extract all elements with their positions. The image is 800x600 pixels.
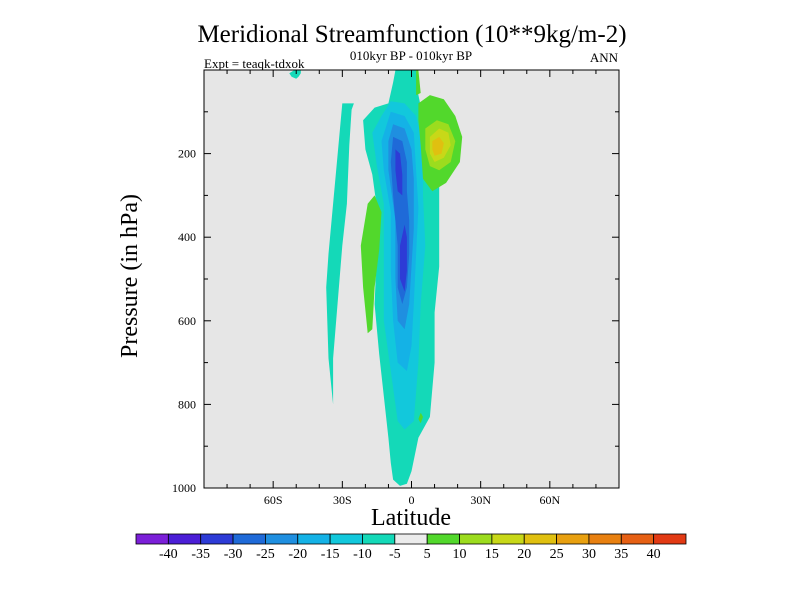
colorbar-swatch: [556, 533, 590, 545]
colorbar-label: 15: [485, 547, 499, 562]
colorbar-swatch: [167, 533, 202, 545]
y-tick-label: 200: [178, 147, 196, 161]
colorbar-label: 40: [647, 547, 661, 562]
colorbar-swatch: [394, 533, 428, 545]
colorbar-label: 30: [582, 547, 596, 562]
contour-region-0: [289, 70, 301, 79]
x-axis-ticks: 60S 30S 0 30N 60N: [203, 70, 620, 507]
colorbar-label: 25: [550, 547, 564, 562]
contour-region-14: [360, 195, 382, 334]
colorbar-label: -15: [321, 547, 340, 562]
colorbar-swatch: [297, 533, 331, 545]
colorbar-swatch: [523, 533, 557, 545]
contour-region-13: [416, 70, 421, 96]
x-tick-label: 60N: [539, 493, 560, 507]
colorbar-swatch: [200, 533, 234, 545]
colorbar-swatch: [620, 533, 655, 545]
colorbar-label: 35: [614, 547, 628, 562]
colorbar-label: -20: [288, 547, 307, 562]
colorbar-swatch: [491, 533, 525, 545]
colorbar-label: 5: [424, 547, 431, 562]
x-tick-label: 30N: [470, 493, 491, 507]
contour-layer: [289, 70, 463, 486]
colorbar-swatch: [588, 533, 622, 545]
colorbar-swatch: [265, 533, 299, 545]
y-axis-ticks: 200 400 600 800 1000: [172, 111, 619, 495]
plot-area: 60S 30S 0 30N 60N 200 400 600 800 1000: [172, 69, 620, 507]
chart-title: Meridional Streamfunction (10**9kg/m-2): [197, 21, 626, 48]
colorbar-label: -10: [353, 547, 372, 562]
y-tick-label: 800: [178, 397, 196, 411]
contour-region-12: [432, 136, 444, 156]
colorbar-label: -25: [256, 547, 275, 562]
y-tick-label: 1000: [172, 481, 196, 495]
y-tick-label: 600: [178, 314, 196, 328]
colorbar-label: 10: [453, 547, 467, 562]
chart-subtitle: 010kyr BP - 010kyr BP: [350, 48, 472, 63]
colorbar-label: 20: [517, 547, 531, 562]
colorbar-swatch: [232, 533, 266, 545]
colorbar-label: -30: [224, 547, 243, 562]
contour-region-7: [395, 149, 403, 196]
colorbar-swatch: [329, 533, 363, 545]
colorbar-label: -40: [159, 547, 178, 562]
x-tick-label: 0: [409, 493, 415, 507]
x-tick-label: 30S: [333, 493, 352, 507]
contour-region-8: [400, 224, 407, 292]
contour-region-1: [326, 103, 354, 405]
colorbar-swatch: [362, 533, 396, 545]
x-axis-label: Latitude: [371, 505, 451, 531]
colorbar-label: -5: [389, 547, 401, 562]
x-tick-label: 60S: [264, 493, 283, 507]
colorbar: -40 -35 -30 -25 -20 -15 -10 -5 5 10 15 20 25 30 35 40: [135, 533, 687, 562]
expt-label: Expt = teaqk-tdxok: [204, 56, 305, 71]
colorbar-swatch: [653, 533, 687, 545]
colorbar-swatch: [135, 533, 169, 545]
y-tick-label: 400: [178, 230, 196, 244]
colorbar-label: -35: [191, 547, 210, 562]
contour-region-15: [418, 412, 423, 424]
colorbar-swatch: [459, 533, 493, 545]
y-axis-label: Pressure (in hPa): [117, 194, 143, 358]
season-label: ANN: [590, 50, 619, 65]
colorbar-swatch: [426, 533, 460, 545]
